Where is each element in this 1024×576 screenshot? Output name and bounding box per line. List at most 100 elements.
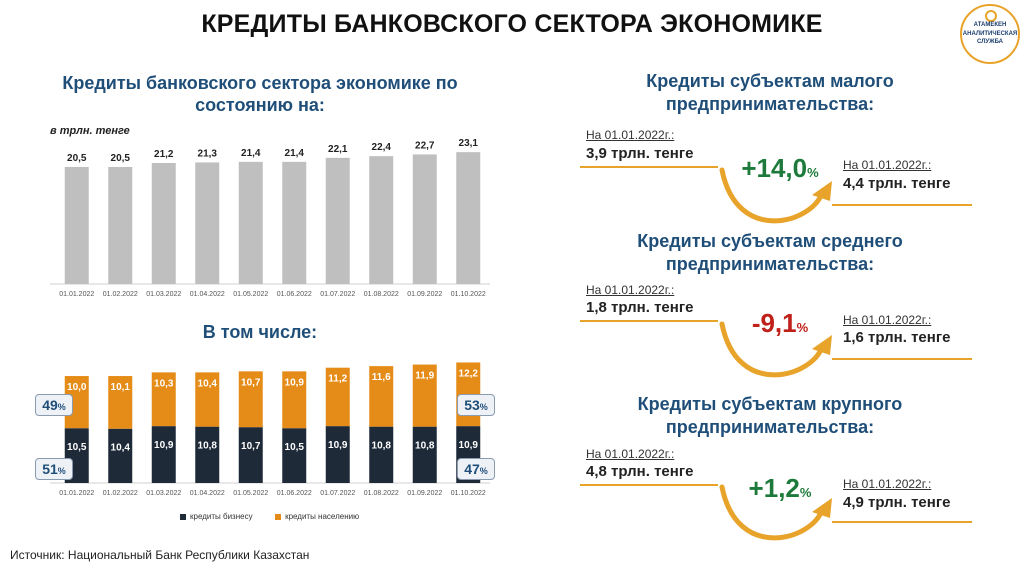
chart2-bar-business bbox=[195, 426, 220, 483]
chart1-data-label: 20,5 bbox=[111, 153, 131, 164]
chart2-bar-population bbox=[325, 367, 350, 427]
chart2-bar-population bbox=[151, 372, 176, 427]
chart2-bar-business bbox=[108, 428, 133, 483]
chart2-tick-label: 01.08.2022 bbox=[364, 490, 399, 497]
chart1-data-label: 23,1 bbox=[459, 138, 479, 149]
legend-label-business: кредиты бизнесу bbox=[190, 512, 253, 522]
chart1-bar bbox=[64, 166, 89, 284]
chart1-bar bbox=[151, 162, 176, 284]
logo-text-line2: СЛУЖБА bbox=[977, 39, 1003, 45]
legend-swatch-business bbox=[180, 513, 186, 520]
chart2-tick-label: 01.10.2022 bbox=[451, 490, 486, 497]
chart2-bar-population bbox=[108, 376, 133, 429]
to-amount: 1,6 трлн. тенге bbox=[843, 329, 951, 346]
chart1-title-line2: состоянию на: bbox=[195, 95, 325, 115]
chart2-label-business: 10,4 bbox=[111, 443, 131, 454]
arrow-head-icon bbox=[812, 335, 832, 355]
chart2-tick-label: 01.05.2022 bbox=[233, 490, 268, 497]
chart1-bar bbox=[456, 152, 481, 284]
chart1-tick-label: 01.03.2022 bbox=[146, 291, 181, 298]
chart1-data-label: 22,7 bbox=[415, 140, 435, 151]
chart2-label-population: 10,9 bbox=[285, 377, 305, 388]
chart2-bar-business bbox=[325, 426, 350, 483]
chart2-label-business: 10,8 bbox=[198, 441, 218, 452]
to-date: На 01.01.2022г.: bbox=[843, 158, 932, 172]
chart1-tick-label: 01.02.2022 bbox=[103, 291, 138, 298]
chart1-data-label: 21,2 bbox=[154, 149, 174, 160]
chart2-bar-business bbox=[282, 428, 307, 483]
atameken-logo: АТАМЕКЕН АНАЛИТИЧЕСКАЯ СЛУЖБА bbox=[960, 4, 1020, 64]
chart1-data-label: 21,3 bbox=[198, 148, 218, 159]
from-underline bbox=[580, 166, 718, 168]
chart1-tick-label: 01.05.2022 bbox=[233, 291, 268, 298]
chart2-bar-population bbox=[195, 372, 220, 427]
legend-swatch-population bbox=[275, 513, 282, 520]
chart1-tick-label: 01.07.2022 bbox=[320, 291, 355, 298]
block-title-line2: предпринимательства: bbox=[665, 94, 875, 114]
chart2-label-business: 10,9 bbox=[154, 440, 174, 451]
chart2-bar-population bbox=[282, 371, 307, 429]
logo-text-line1: АНАЛИТИЧЕСКАЯ bbox=[962, 31, 1018, 37]
chart1-unit-label: в трлн. тенге bbox=[50, 125, 130, 137]
logo-brand: АТАМЕКЕН bbox=[973, 22, 1007, 28]
chart2-tick-label: 01.03.2022 bbox=[146, 490, 181, 497]
chart1-bar bbox=[195, 162, 220, 284]
chart2-label-population: 11,9 bbox=[415, 371, 434, 382]
chart2-tick-label: 01.09.2022 bbox=[407, 490, 442, 497]
to-underline bbox=[832, 204, 972, 206]
chart1-tick-label: 01.08.2022 bbox=[364, 291, 399, 298]
chart2-label-population: 10,1 bbox=[111, 382, 131, 393]
curved-arrow-icon bbox=[719, 321, 825, 378]
chart2-title: В том числе: bbox=[202, 322, 318, 342]
chart2-label-business: 10,7 bbox=[241, 441, 261, 452]
share-badge-top-right: 53% bbox=[457, 394, 495, 416]
chart1-data-label: 20,5 bbox=[67, 153, 87, 164]
to-underline bbox=[832, 358, 972, 360]
share-badge-top-left: 49% bbox=[35, 394, 73, 416]
to-underline bbox=[832, 521, 972, 523]
chart1-tick-label: 01.01.2022 bbox=[59, 291, 94, 298]
chart2-tick-label: 01.06.2022 bbox=[277, 490, 312, 497]
arrow-head-icon bbox=[812, 498, 832, 518]
from-date: На 01.01.2022г.: bbox=[586, 283, 675, 297]
from-amount: 1,8 трлн. тенге bbox=[586, 299, 694, 316]
chart2-tick-label: 01.04.2022 bbox=[190, 490, 225, 497]
chart2-bar-population bbox=[412, 364, 437, 427]
block-title: Кредиты субъектам малого предприниматель… bbox=[580, 70, 960, 116]
chart2-label-population: 10,4 bbox=[198, 378, 218, 389]
chart1-title-line1: Кредиты банковского сектора экономике по bbox=[62, 73, 458, 93]
chart1-bar bbox=[325, 157, 350, 284]
curved-arrow-icon bbox=[719, 484, 825, 541]
chart1-tick-label: 01.09.2022 bbox=[407, 291, 442, 298]
chart1-bar bbox=[282, 161, 307, 284]
source-note: Источник: Национальный Банк Республики К… bbox=[10, 548, 310, 562]
change-value: +1,2% bbox=[748, 473, 812, 503]
chart2-legend: кредиты бизнесу кредиты населению bbox=[180, 512, 359, 521]
share-badge-bottom-left: 51% bbox=[35, 458, 73, 480]
chart2-label-business: 10,8 bbox=[372, 441, 392, 452]
chart2-label-business: 10,5 bbox=[67, 442, 87, 453]
chart1-data-label: 22,1 bbox=[328, 144, 348, 155]
change-value: -9,1% bbox=[751, 308, 809, 338]
chart1-bar bbox=[412, 154, 437, 284]
chart1-bar bbox=[238, 161, 263, 284]
legend-label-population: кредиты населению bbox=[285, 512, 360, 522]
logo-emblem-icon bbox=[985, 10, 997, 22]
change-value: +14,0% bbox=[741, 153, 819, 183]
chart2-label-population: 10,7 bbox=[241, 377, 261, 388]
block-title-line1: Кредиты субъектам крупного bbox=[637, 394, 903, 414]
from-date: На 01.01.2022г.: bbox=[586, 447, 675, 461]
to-amount: 4,4 трлн. тенге bbox=[843, 175, 951, 192]
chart2-bar-business bbox=[238, 427, 263, 483]
to-date: На 01.01.2022г.: bbox=[843, 477, 932, 491]
from-amount: 4,8 трлн. тенге bbox=[586, 463, 694, 480]
from-amount: 3,9 трлн. тенге bbox=[586, 145, 694, 162]
chart2-label-business: 10,9 bbox=[328, 440, 348, 451]
chart1-data-label: 21,4 bbox=[241, 148, 261, 159]
to-date: На 01.01.2022г.: bbox=[843, 313, 932, 327]
chart2-tick-label: 01.02.2022 bbox=[103, 490, 138, 497]
chart2-label-population: 10,3 bbox=[154, 378, 174, 389]
chart1-bar bbox=[369, 156, 394, 284]
chart2-label-population: 10,0 bbox=[67, 382, 87, 393]
